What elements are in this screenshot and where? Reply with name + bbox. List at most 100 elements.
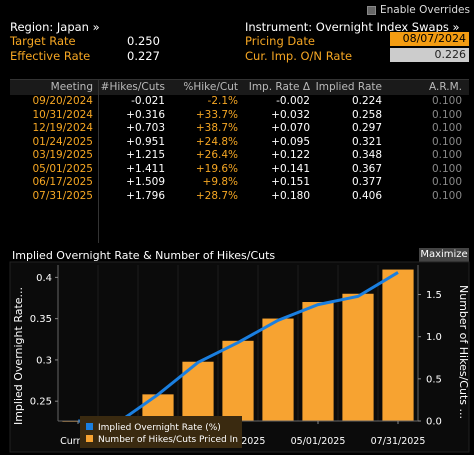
enable-overrides-label: Enable Overrides <box>379 4 470 16</box>
cell-meeting: 06/17/2025 <box>32 176 93 188</box>
cell-arm: 0.100 <box>431 95 462 107</box>
header-arm[interactable]: A.R.M. <box>429 81 462 93</box>
cell-pct-hike-cut: -2.1% <box>207 95 238 107</box>
cell-arm: 0.100 <box>431 149 462 161</box>
y-left-tick-label: 0.4 <box>36 273 52 284</box>
legend-box <box>80 416 242 448</box>
target-rate-label: Target Rate <box>10 34 76 48</box>
header-pct-hike-cut[interactable]: %Hike/Cut <box>183 81 238 93</box>
cell-meeting: 09/20/2024 <box>32 95 93 107</box>
table-row[interactable]: 12/19/2024 +0.703 +38.7% +0.070 0.297 0.100 <box>10 122 469 136</box>
cell-arm: 0.100 <box>431 108 462 121</box>
x-tick-label: 07/31/2025 <box>371 436 426 447</box>
implied-rate-line <box>77 271 399 425</box>
cell-imp-rate-delta: +0.095 <box>271 135 310 148</box>
x-tick-label: Current <box>60 436 96 447</box>
cell-imp-rate-delta: -0.002 <box>276 95 310 107</box>
cell-meeting: 10/31/2024 <box>32 108 93 121</box>
overrides-toggle[interactable]: Enable Overrides <box>366 4 470 16</box>
enable-overrides-checkbox[interactable] <box>366 5 376 15</box>
cell-meeting: 01/24/2025 <box>32 135 93 148</box>
y-left-tick-label: 0.25 <box>30 397 52 408</box>
cell-pct-hike-cut: +19.6% <box>195 162 238 175</box>
header-implied-rate[interactable]: Implied Rate <box>315 81 382 93</box>
cell-hikes-cuts: +0.951 <box>126 135 165 148</box>
cell-implied-rate: 0.258 <box>351 108 382 121</box>
header-hikes-cuts[interactable]: #Hikes/Cuts <box>100 81 165 93</box>
table-row[interactable]: 05/01/2025 +1.411 +19.6% +0.141 0.367 0.100 <box>10 163 469 177</box>
effective-rate-label: Effective Rate <box>10 49 91 63</box>
chart-bar <box>382 269 414 421</box>
chart-bar <box>222 340 254 421</box>
chart-title: Implied Overnight Rate & Number of Hikes… <box>12 249 276 262</box>
table-row[interactable]: 01/24/2025 +0.951 +24.8% +0.095 0.321 0.100 <box>10 136 469 150</box>
cell-imp-rate-delta: +0.151 <box>271 176 310 188</box>
column-divider <box>98 80 99 243</box>
cell-implied-rate: 0.406 <box>351 189 382 202</box>
legend-line-label: Implied Overnight Rate (%) <box>98 423 221 433</box>
cell-hikes-cuts: +0.703 <box>126 122 165 134</box>
cell-pct-hike-cut: +9.8% <box>202 176 238 188</box>
header-meeting[interactable]: Meeting <box>50 81 93 93</box>
cell-implied-rate: 0.377 <box>351 176 382 188</box>
cell-hikes-cuts: +1.215 <box>126 149 165 161</box>
cell-pct-hike-cut: +24.8% <box>195 135 238 148</box>
cell-hikes-cuts: -0.021 <box>131 95 165 107</box>
legend-bar-swatch <box>86 435 93 442</box>
table-row[interactable]: 03/19/2025 +1.215 +26.4% +0.122 0.348 0.100 <box>10 149 469 163</box>
legend-line-swatch <box>86 423 93 430</box>
y-right-axis-label: Number of Hikes/Cuts ... <box>457 285 470 419</box>
chart-bar <box>102 421 134 423</box>
table-row[interactable]: 10/31/2024 +0.316 +33.7% +0.032 0.258 0.100 <box>10 109 469 123</box>
meetings-table: Meeting #Hikes/Cuts %Hike/Cut Imp. Rate … <box>10 79 469 243</box>
x-tick-label: 10/31/2024 <box>131 436 186 447</box>
y-right-tick-label: 1.0 <box>426 332 442 343</box>
cell-pct-hike-cut: +26.4% <box>195 149 238 161</box>
instrument-selector[interactable]: Instrument: Overnight Index Swaps » <box>245 20 460 34</box>
y-left-axis-label: Implied Overnight Rate... <box>12 287 25 425</box>
chart-bar <box>142 394 174 421</box>
chart-bar <box>302 302 334 421</box>
table-row[interactable]: 06/17/2025 +1.509 +9.8% +0.151 0.377 0.100 <box>10 176 469 190</box>
pricing-date-input[interactable]: 08/07/2024 <box>390 32 469 46</box>
table-row[interactable]: 09/20/2024 -0.021 -2.1% -0.002 0.224 0.100 <box>10 95 469 109</box>
y-right-tick-label: 0.0 <box>426 417 442 428</box>
cell-meeting: 12/19/2024 <box>32 122 93 134</box>
cell-pct-hike-cut: +28.7% <box>195 189 238 202</box>
region-selector[interactable]: Region: Japan » <box>10 20 100 34</box>
chart-legend: Implied Overnight Rate (%) Number of Hik… <box>80 416 242 448</box>
cell-implied-rate: 0.224 <box>351 95 382 107</box>
maximize-button[interactable]: Maximize <box>419 248 469 262</box>
cell-pct-hike-cut: +33.7% <box>195 108 238 121</box>
cell-implied-rate: 0.297 <box>351 122 382 134</box>
cell-imp-rate-delta: +0.180 <box>271 189 310 202</box>
chart-bar <box>262 318 294 421</box>
cell-arm: 0.100 <box>431 135 462 148</box>
x-tick-label: 05/01/2025 <box>291 436 346 447</box>
y-right-tick-label: 0.5 <box>426 374 442 385</box>
header-imp-rate-delta[interactable]: Imp. Rate Δ <box>248 81 310 93</box>
cell-hikes-cuts: +0.316 <box>126 108 165 121</box>
table-header: Meeting #Hikes/Cuts %Hike/Cut Imp. Rate … <box>10 80 469 95</box>
cell-imp-rate-delta: +0.141 <box>271 162 310 175</box>
legend-bar-label: Number of Hikes/Cuts Priced In <box>98 435 238 445</box>
cur-imp-rate-field: 0.226 <box>390 48 469 62</box>
chart-bar <box>62 421 94 422</box>
y-right-tick-label: 1.5 <box>426 290 442 301</box>
cell-imp-rate-delta: +0.032 <box>271 108 310 121</box>
chart-bar <box>182 361 214 421</box>
chart-background <box>9 261 470 453</box>
cell-meeting: 03/19/2025 <box>32 149 93 161</box>
target-rate-value: 0.250 <box>127 34 160 48</box>
y-left-tick-label: 0.3 <box>36 355 52 366</box>
cell-meeting: 07/31/2025 <box>32 189 93 202</box>
y-left-tick-label: 0.35 <box>30 314 52 325</box>
cell-hikes-cuts: +1.509 <box>126 176 165 188</box>
table-row[interactable]: 07/31/2025 +1.796 +28.7% +0.180 0.406 0.100 <box>10 190 469 204</box>
cell-arm: 0.100 <box>431 189 462 202</box>
cell-pct-hike-cut: +38.7% <box>195 122 238 134</box>
cell-implied-rate: 0.321 <box>351 135 382 148</box>
chart-bar <box>342 293 374 421</box>
table-body: 09/20/2024 -0.021 -2.1% -0.002 0.224 0.100 10/… <box>10 95 469 203</box>
cell-arm: 0.100 <box>431 162 462 175</box>
